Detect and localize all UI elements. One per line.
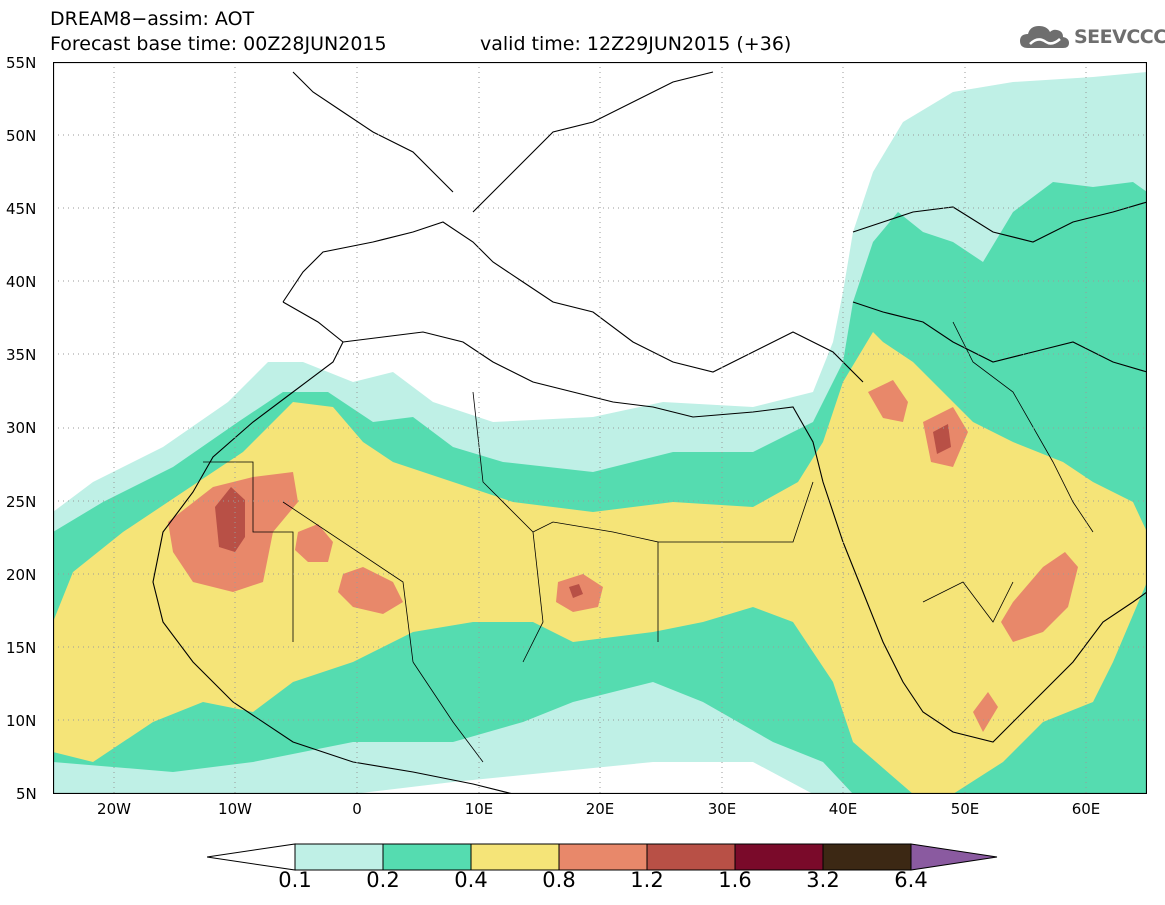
lon-label: 50E xyxy=(950,800,980,818)
lat-label: 35N xyxy=(6,346,37,364)
lat-label: 15N xyxy=(6,639,37,657)
colorbar-under-triangle xyxy=(207,843,296,871)
logo-text: SEEVCCC xyxy=(1074,26,1165,48)
lat-label: 10N xyxy=(6,712,37,730)
cloud-icon xyxy=(1020,26,1069,48)
lat-label: 55N xyxy=(6,54,37,72)
aot-band-0-8 xyxy=(295,524,333,562)
lon-label: 30E xyxy=(707,800,737,818)
gridlines xyxy=(53,62,1147,794)
seevccc-logo: SEEVCCC xyxy=(1018,22,1165,52)
colorbar-label: 6.4 xyxy=(894,868,928,892)
aot-band-0-8 xyxy=(973,692,998,732)
forecast-base-time: Forecast base time: 00Z28JUN2015 xyxy=(50,33,387,55)
colorbar xyxy=(207,843,998,871)
colorbar-label: 0.8 xyxy=(542,868,576,892)
lon-label: 0 xyxy=(352,800,362,818)
colorbar-label: 0.2 xyxy=(366,868,400,892)
aot-band-1-2 xyxy=(569,584,583,598)
colorbar-segment xyxy=(558,843,648,871)
lat-label: 25N xyxy=(6,493,37,511)
colorbar-segment xyxy=(294,843,384,871)
lon-label: 20W xyxy=(97,800,131,818)
aot-band-0-8 xyxy=(338,567,403,614)
aot-band-1-2 xyxy=(215,487,245,552)
aot-band-1-2 xyxy=(933,424,951,454)
lon-label: 60E xyxy=(1071,800,1101,818)
colorbar-segment xyxy=(382,843,472,871)
colorbar-segment xyxy=(470,843,560,871)
lat-label: 5N xyxy=(16,785,37,803)
borders xyxy=(203,321,1094,763)
colorbar-label: 0.1 xyxy=(278,868,312,892)
colorbar-segment xyxy=(822,843,912,871)
aot-band-0-8 xyxy=(868,380,908,422)
map-panel xyxy=(53,62,1147,794)
map-title: DREAM8−assim: AOT xyxy=(50,8,255,30)
colorbar-label: 1.2 xyxy=(630,868,664,892)
colorbar-label: 1.6 xyxy=(718,868,752,892)
coastlines xyxy=(152,71,1147,794)
lat-label: 20N xyxy=(6,566,37,584)
colorbar-segment xyxy=(646,843,736,871)
lat-label: 30N xyxy=(6,419,37,437)
lon-label: 10W xyxy=(218,800,252,818)
lon-label: 20E xyxy=(585,800,615,818)
lat-label: 50N xyxy=(6,127,37,145)
lon-label: 40E xyxy=(828,800,858,818)
lon-label: 10E xyxy=(464,800,494,818)
lat-label: 45N xyxy=(6,200,37,218)
lat-label: 40N xyxy=(6,273,37,291)
colorbar-label: 0.4 xyxy=(454,868,488,892)
colorbar-over-triangle xyxy=(910,843,998,871)
colorbar-segment xyxy=(734,843,824,871)
valid-time: valid time: 12Z29JUN2015 (+36) xyxy=(480,33,792,55)
colorbar-label: 3.2 xyxy=(806,868,840,892)
